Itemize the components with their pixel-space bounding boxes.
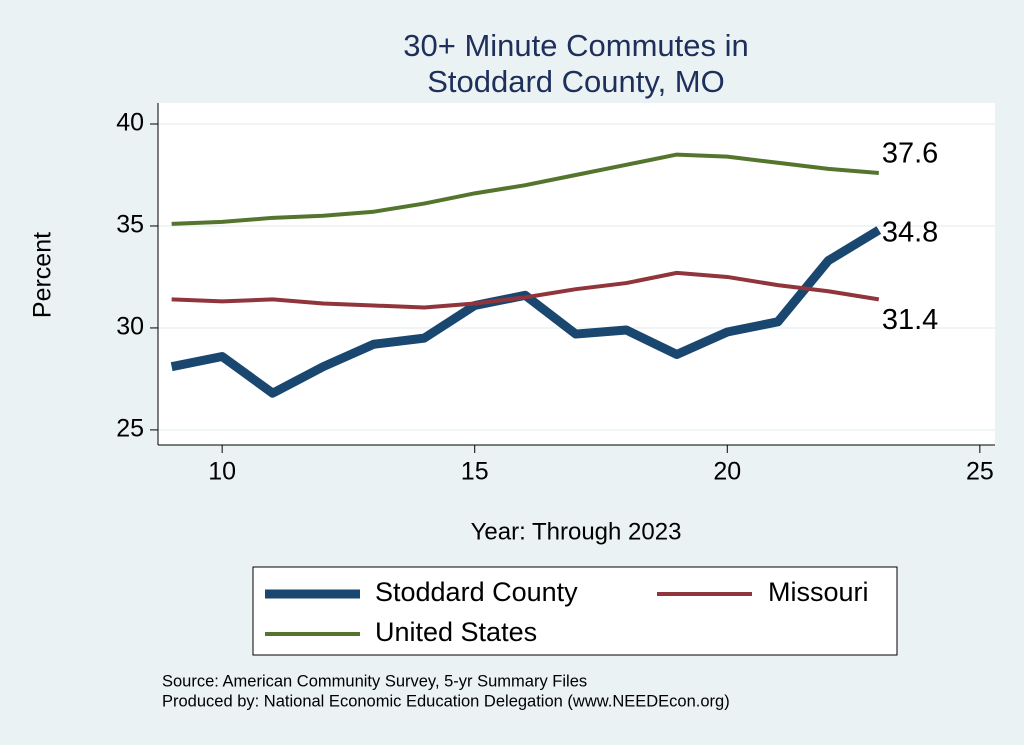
y-tick-label: 25: [116, 415, 144, 443]
legend-label: United States: [375, 617, 537, 647]
y-tick-label: 40: [116, 109, 144, 137]
data-label: 34.8: [882, 217, 938, 249]
x-tick-label: 25: [966, 458, 994, 486]
legend-label: Stoddard County: [375, 577, 578, 607]
source-note: Produced by: National Economic Education…: [162, 692, 730, 710]
y-axis-label: Percent: [29, 232, 57, 318]
y-tick-label: 35: [116, 211, 144, 239]
plot-area: [158, 103, 995, 445]
x-tick-label: 15: [461, 458, 489, 486]
legend-label: Missouri: [768, 577, 869, 607]
series-line: [171, 152, 879, 226]
source-note: Source: American Community Survey, 5-yr …: [162, 672, 587, 690]
chart-title: 30+ Minute Commutes in: [403, 28, 748, 63]
series-line: [170, 226, 882, 398]
x-axis-label: Year: Through 2023: [471, 518, 682, 545]
x-tick-label: 10: [208, 458, 236, 486]
x-tick-label: 20: [713, 458, 741, 486]
y-tick-label: 30: [116, 313, 144, 341]
data-label: 31.4: [882, 304, 938, 336]
data-label: 37.6: [882, 138, 938, 170]
chart-title: Stoddard County, MO: [427, 64, 725, 99]
legend: [252, 566, 898, 656]
series-line: [171, 270, 880, 310]
